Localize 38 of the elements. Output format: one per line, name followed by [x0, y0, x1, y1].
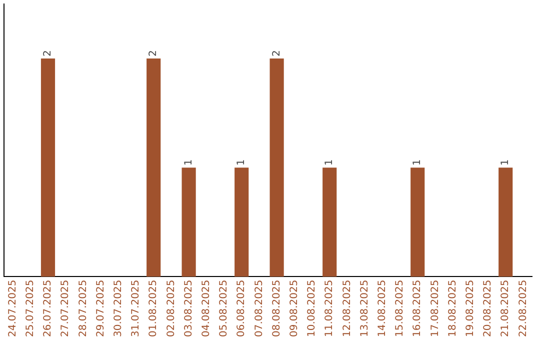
- x-tick-label: 07.08.2025: [254, 280, 265, 338]
- x-tick-label: 16.08.2025: [412, 280, 424, 338]
- data-label: 1: [500, 159, 512, 166]
- x-tick-label: 13.08.2025: [359, 280, 370, 338]
- x-tick-label: 31.07.2025: [130, 280, 142, 338]
- x-tick-label: 24.07.2025: [7, 280, 18, 338]
- x-tick-label: 27.07.2025: [60, 280, 72, 338]
- data-label: 2: [42, 50, 54, 57]
- data-label: 1: [324, 159, 336, 166]
- x-tick-label: 18.08.2025: [447, 280, 458, 338]
- x-tick-label: 10.08.2025: [306, 280, 318, 338]
- x-tick-label: 02.08.2025: [166, 280, 177, 338]
- x-tick-label: 22.08.2025: [518, 280, 529, 338]
- x-tick-label: 25.07.2025: [24, 280, 36, 338]
- x-tick-label: 30.07.2025: [112, 280, 124, 338]
- x-tick-label: 11.08.2025: [324, 280, 336, 338]
- x-tick-label: 09.08.2025: [288, 280, 300, 338]
- data-label: 1: [183, 159, 194, 166]
- x-tick-label: 19.08.2025: [464, 280, 476, 338]
- x-tick-label: 20.08.2025: [482, 280, 494, 338]
- x-tick-label: 06.08.2025: [236, 280, 248, 338]
- x-tick-label: 14.08.2025: [376, 280, 388, 338]
- x-tick-label: 04.08.2025: [200, 280, 212, 338]
- x-tick-label: 29.07.2025: [95, 280, 106, 338]
- x-tick-label: 01.08.2025: [148, 280, 160, 338]
- data-label: 1: [236, 159, 248, 166]
- x-tick-label: 17.08.2025: [430, 280, 441, 338]
- data-label: 2: [271, 50, 282, 57]
- data-label: 2: [148, 50, 160, 57]
- x-tick-label: 03.08.2025: [183, 280, 194, 338]
- x-tick-label: 28.07.2025: [78, 280, 89, 338]
- x-tick-label: 05.08.2025: [218, 280, 230, 338]
- x-tick-label: 08.08.2025: [271, 280, 282, 338]
- x-tick-label: 12.08.2025: [342, 280, 353, 338]
- x-tick-label: 15.08.2025: [394, 280, 406, 338]
- x-tick-label: 26.07.2025: [42, 280, 54, 338]
- data-label: 1: [412, 159, 424, 166]
- x-tick-label: 21.08.2025: [500, 280, 512, 338]
